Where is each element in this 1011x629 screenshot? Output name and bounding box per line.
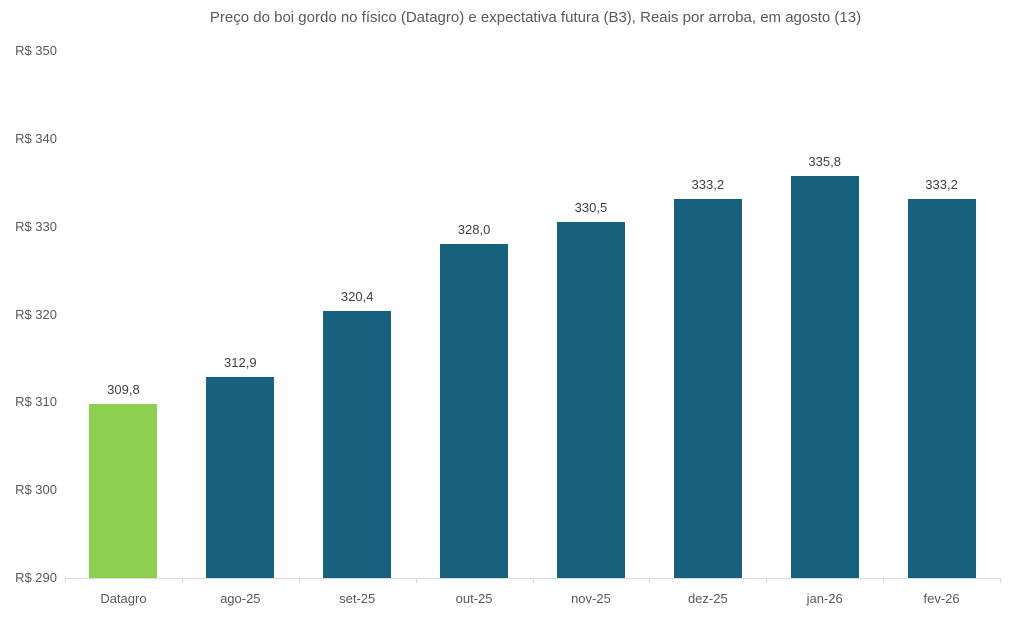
x-axis-tick xyxy=(766,578,768,583)
x-axis-tick xyxy=(649,578,651,583)
y-axis-tick-label: R$ 350 xyxy=(15,43,57,58)
bar-value-label: 328,0 xyxy=(457,222,491,238)
bar-fev-26 xyxy=(907,198,976,578)
bar-dez-25 xyxy=(673,198,742,578)
x-axis-tick xyxy=(181,578,183,583)
bar-ago-25 xyxy=(206,376,275,578)
bar-out-25 xyxy=(440,244,509,578)
x-axis-tick xyxy=(298,578,300,583)
plot-area: R$ 350 R$ 340 R$ 330 R$ 320 R$ 310 R$ 300 R$ 2… xyxy=(15,43,1001,606)
x-axis-tick xyxy=(415,578,417,583)
bar-value-label: 333,2 xyxy=(925,176,958,192)
x-axis-label-Datagro: Datagro xyxy=(100,591,147,606)
y-axis-tick-label: R$ 290 xyxy=(15,570,57,585)
bar-value-label: 320,4 xyxy=(340,289,374,304)
bar-jan-26 xyxy=(790,175,859,578)
x-axis-tick xyxy=(883,578,885,583)
y-axis-tick-label: R$ 300 xyxy=(15,482,57,498)
bar-value-label: 330,5 xyxy=(574,200,608,216)
bar-set-25 xyxy=(323,311,392,578)
x-axis-label-jan-26: jan-26 xyxy=(806,591,843,606)
x-axis-tick xyxy=(532,578,534,583)
bar-Datagro xyxy=(89,404,158,578)
x-axis-label-set-25: set-25 xyxy=(339,591,376,606)
y-axis-tick-label: R$ 310 xyxy=(15,394,57,410)
bar-value-label: 335,8 xyxy=(808,153,841,169)
x-axis-label-dez-25: dez-25 xyxy=(687,591,728,606)
bar-nov-25 xyxy=(556,222,625,578)
x-axis-tick xyxy=(65,578,66,583)
x-axis-label-ago-25: ago-25 xyxy=(220,591,261,606)
y-axis-tick-label: R$ 320 xyxy=(15,306,57,322)
bar-value-label: 333,2 xyxy=(691,176,725,192)
x-axis-label-nov-25: nov-25 xyxy=(571,591,611,606)
x-axis-tick xyxy=(1000,578,1001,583)
x-axis-label-out-25: out-25 xyxy=(455,591,493,606)
chart-title: Preço do boi gordo no físico (Datagro) e… xyxy=(209,9,862,26)
y-axis-tick-label: R$ 330 xyxy=(15,218,57,234)
bar-value-label: 309,8 xyxy=(107,382,140,398)
bar-value-label: 312,9 xyxy=(224,354,257,370)
y-axis-tick-label: R$ 340 xyxy=(15,130,57,146)
x-axis-label-fev-26: fev-26 xyxy=(923,591,960,606)
